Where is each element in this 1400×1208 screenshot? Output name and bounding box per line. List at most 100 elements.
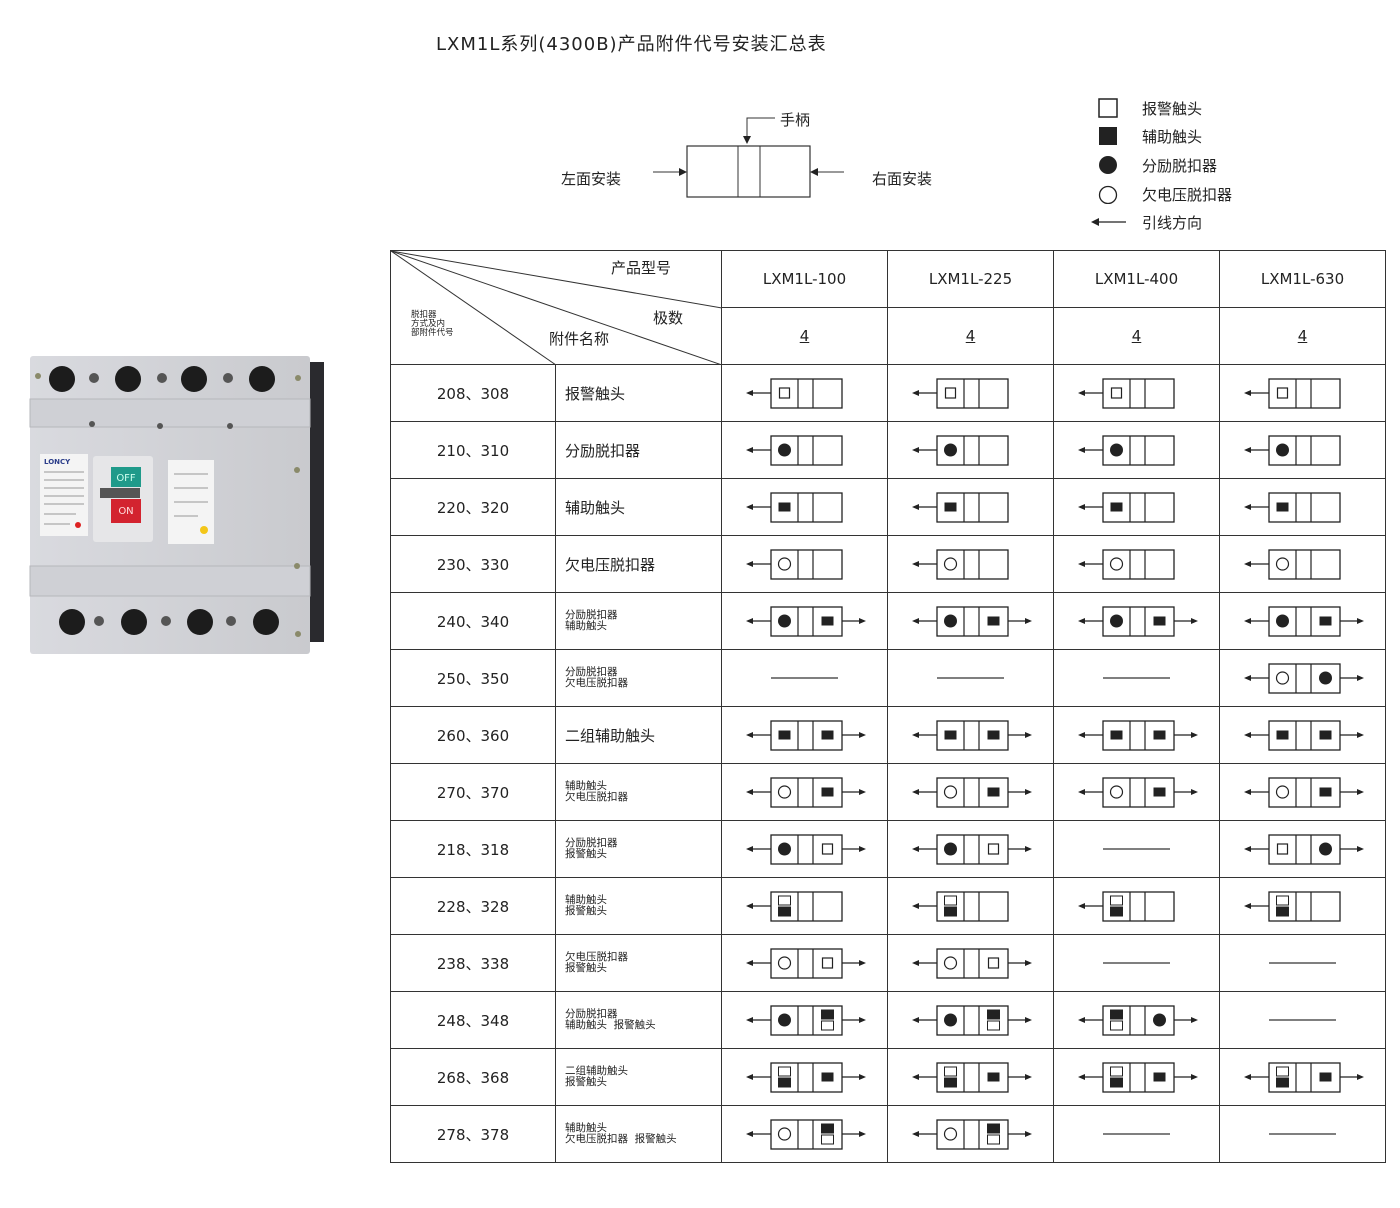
install-diagram-cell-LXM1L-225 (887, 364, 1054, 422)
accessory-position-diagram (1244, 891, 1341, 922)
white-circle-icon (777, 785, 792, 799)
lead-arrow-left-icon (912, 618, 937, 624)
legend-item-shunt-release: 分励脱扣器 (1098, 155, 1217, 175)
accessory-name-line: 二组辅助触头 (565, 726, 656, 745)
accessory-code: 238、338 (390, 934, 556, 992)
accessory-position-diagram (1244, 378, 1341, 409)
install-diagram-cell-LXM1L-630 (1219, 706, 1386, 764)
install-diagram-cell-LXM1L-225 (887, 991, 1054, 1049)
legend-label: 辅助触头 (1142, 127, 1203, 146)
lead-arrow-left-icon (1078, 390, 1103, 396)
legend-label: 分励脱扣器 (1142, 156, 1218, 175)
lead-arrow-left-icon (746, 903, 771, 909)
accessory-name-line: 辅助触头 (565, 498, 626, 517)
breaker-outline (686, 145, 811, 198)
black-square-icon (1110, 730, 1123, 740)
lead-arrow-right-icon (1174, 1017, 1198, 1023)
accessory-name-line: 分励脱扣器 (565, 837, 618, 849)
lead-arrow-right-icon (1008, 1131, 1032, 1137)
lead-arrow-left-icon (746, 618, 771, 624)
accessory-name-line: 欠电压脱扣器 (565, 555, 656, 574)
accessory-name: 辅助触头 报警触头 (555, 877, 722, 935)
model-header-100: LXM1L-100 (721, 250, 888, 308)
accessory-position-diagram (912, 720, 1032, 751)
black-over-white-square-icon (987, 1009, 1000, 1031)
white-over-black-square-icon (1276, 1066, 1289, 1088)
pole-count: 4 (721, 307, 888, 365)
lead-arrow-right-icon (1008, 618, 1032, 624)
accessory-name: 分励脱扣器 辅助触头 报警触头 (555, 991, 722, 1049)
lead-arrow-left-icon (746, 1074, 771, 1080)
white-square-icon (821, 843, 834, 855)
white-square-icon (1110, 387, 1123, 399)
install-diagram-cell-LXM1L-630 (1219, 1105, 1386, 1163)
black-square-icon (778, 502, 791, 512)
black-over-white-square-icon (1110, 1009, 1123, 1031)
lead-arrow-left-icon (1244, 903, 1269, 909)
diagonal-lines (391, 251, 722, 365)
lead-arrow-right-icon (842, 789, 866, 795)
table-row: 228、328 辅助触头 报警触头 (390, 877, 1386, 935)
lead-arrow-right-icon (842, 960, 866, 966)
circuit-breaker-photo: LONCY OFF ON (29, 356, 324, 654)
table-row: 220、320 辅助触头 (390, 478, 1386, 536)
accessory-name-line: 欠电压脱扣器 (565, 951, 628, 963)
lead-arrow-right-icon (1174, 732, 1198, 738)
accessory-position-diagram (1244, 435, 1341, 466)
accessory-name-line: 二组辅助触头 (565, 1065, 628, 1077)
off-button (111, 467, 141, 487)
model-header-225: LXM1L-225 (887, 250, 1054, 308)
accessory-position-diagram (1078, 720, 1198, 751)
lead-arrow-right-icon (842, 1074, 866, 1080)
lead-arrow-left-icon (912, 561, 937, 567)
black-square-icon (821, 787, 834, 797)
black-square-icon (1099, 127, 1117, 145)
accessory-name-header: 附件名称 (549, 330, 610, 348)
lead-arrow-right-icon (1174, 1074, 1198, 1080)
black-over-white-square-icon (821, 1009, 834, 1031)
install-diagram-cell-LXM1L-630 (1219, 421, 1386, 479)
lead-arrow-left-icon (1244, 789, 1269, 795)
install-diagram-cell-LXM1L-630 (1219, 877, 1386, 935)
install-diagram-cell-LXM1L-400 (1053, 1048, 1220, 1106)
accessory-code: 228、328 (390, 877, 556, 935)
legend-label: 报警触头 (1142, 99, 1203, 118)
install-diagram-cell-LXM1L-100 (721, 934, 888, 992)
accessory-position-diagram (746, 549, 843, 580)
accessory-position-diagram (746, 834, 866, 865)
white-circle-icon (1275, 671, 1290, 685)
accessory-code: 260、360 (390, 706, 556, 764)
legend-item-aux-contact: 辅助触头 (1098, 126, 1202, 146)
install-diagram-cell-LXM1L-225 (887, 934, 1054, 992)
install-diagram-cell-LXM1L-400 (1053, 934, 1220, 992)
accessory-position-diagram (746, 378, 843, 409)
lead-arrow-left-icon (746, 504, 771, 510)
install-diagram-cell-LXM1L-225 (887, 478, 1054, 536)
accessory-name: 分励脱扣器 (555, 421, 722, 479)
lead-arrow-left-icon (1078, 447, 1103, 453)
poles-header: 极数 (653, 309, 684, 327)
arrow-right-icon (679, 168, 687, 176)
lead-arrow-right-icon (1008, 1017, 1032, 1023)
lead-arrow-left-icon (1244, 504, 1269, 510)
white-square-icon (1098, 98, 1118, 118)
black-square-icon (778, 730, 791, 740)
white-over-black-square-icon (944, 1066, 957, 1088)
accessory-name-line: 辅助触头 (565, 620, 607, 632)
handle-label: 手柄 (780, 111, 811, 129)
accessory-name-line: 报警触头 (565, 1076, 607, 1088)
product-model-header: 产品型号 (611, 259, 672, 277)
lead-arrow-left-icon (912, 447, 937, 453)
black-over-white-square-icon (821, 1123, 834, 1145)
lead-arrow-left-icon (1244, 846, 1269, 852)
black-square-icon (1153, 1072, 1166, 1082)
lead-arrow-right-icon (1174, 618, 1198, 624)
accessory-name-line: 分励脱扣器 (565, 609, 618, 621)
accessory-position-diagram (1078, 606, 1198, 637)
white-over-black-square-icon (944, 895, 957, 917)
accessory-name: 分励脱扣器 报警触头 (555, 820, 722, 878)
accessory-position-diagram (912, 834, 1032, 865)
arrow-left-icon (810, 168, 818, 176)
lead-arrow-left-icon (1078, 903, 1103, 909)
lead-arrow-left-icon (912, 1074, 937, 1080)
